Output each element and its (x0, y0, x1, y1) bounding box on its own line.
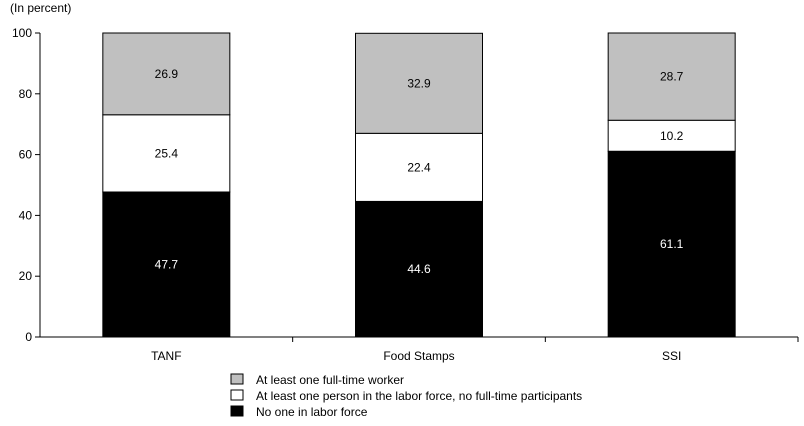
legend-label: At least one person in the labor force, … (256, 389, 582, 403)
y-tick-label: 80 (19, 87, 33, 101)
bar-segment (102, 114, 231, 193)
data-label: 22.4 (407, 160, 431, 174)
y-tick-label: 100 (12, 26, 32, 40)
data-label: 28.7 (660, 70, 684, 84)
legend-label: At least one full-time worker (256, 373, 404, 387)
legend-swatch (230, 405, 244, 417)
y-tick-label: 40 (19, 208, 33, 222)
bar-segment (355, 132, 483, 202)
y-tick-label: 0 (25, 330, 32, 344)
x-tick-label: TANF (151, 349, 181, 363)
bar-segment (355, 32, 483, 134)
y-unit-label: (In percent) (10, 1, 71, 15)
bar-segment (355, 200, 483, 338)
x-tick-label: SSI (662, 349, 681, 363)
plot-area: 0 20 40 60 80 100 TANF 47.7 25.4 26.9 Food Stamps 4… (12, 26, 799, 363)
legend-label: No one in labor force (256, 405, 368, 419)
bar-segment (607, 150, 736, 338)
data-label: 26.9 (155, 67, 179, 81)
bar-segment (102, 32, 231, 116)
bar-segment (102, 191, 231, 338)
legend-swatch (230, 389, 244, 401)
x-tick-label: Food Stamps (383, 349, 454, 363)
data-label: 10.2 (660, 129, 684, 143)
y-tick-label: 20 (19, 269, 33, 283)
data-label: 47.7 (155, 257, 179, 271)
y-tick-label: 60 (19, 148, 33, 162)
data-label: 32.9 (407, 76, 431, 90)
data-label: 25.4 (155, 146, 179, 160)
legend: At least one full-time worker At least on… (230, 373, 582, 419)
data-label: 44.6 (407, 262, 431, 276)
bar-segment (607, 32, 736, 121)
legend-swatch (230, 373, 244, 385)
data-label: 61.1 (660, 237, 684, 251)
